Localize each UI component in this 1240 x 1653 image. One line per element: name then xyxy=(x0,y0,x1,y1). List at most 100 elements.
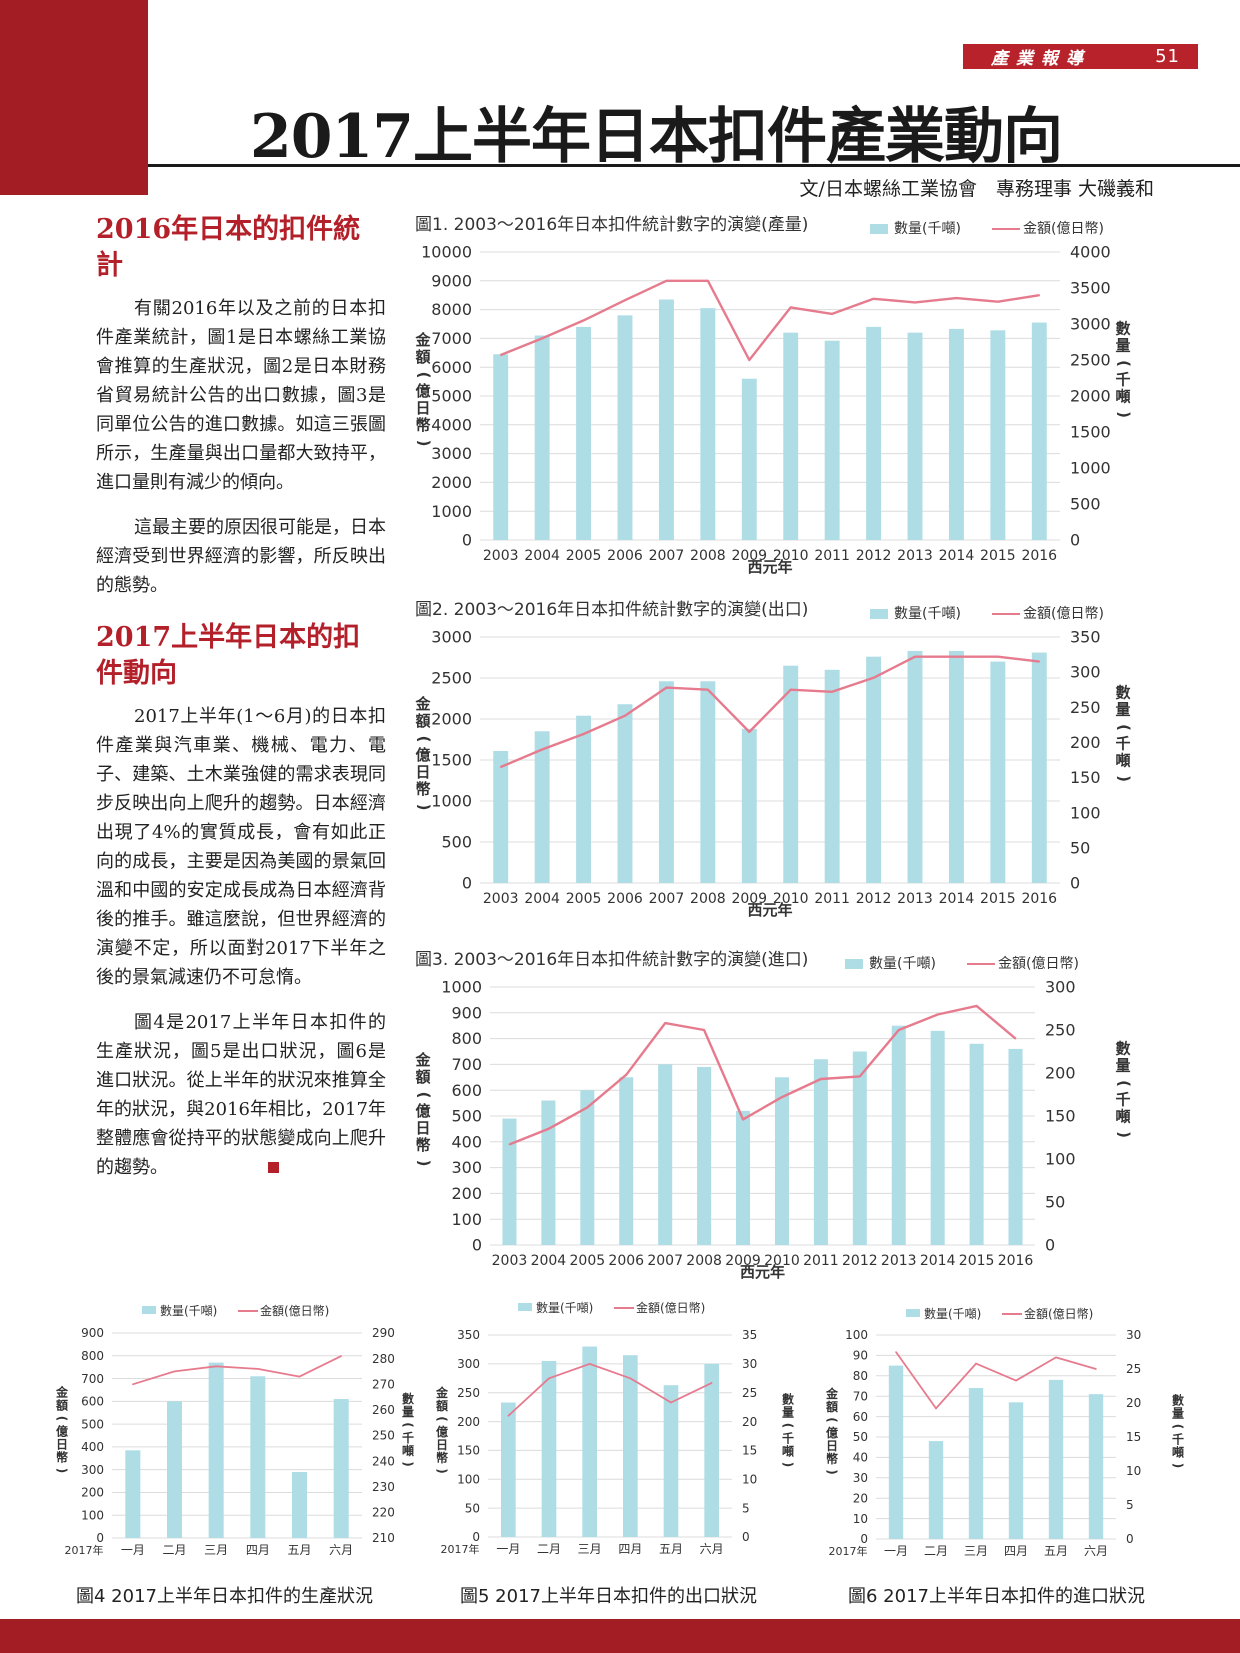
legend-bar-swatch xyxy=(518,1303,532,1311)
x-tick-label: 二月 xyxy=(162,1543,186,1557)
line-point-2013 xyxy=(897,1029,900,1031)
left-tick-label: 2000 xyxy=(431,710,472,729)
line-point-2009 xyxy=(748,731,751,733)
line-point-2009 xyxy=(742,1118,744,1121)
page-title: 2017上半年日本扣件產業動向 xyxy=(250,102,1063,172)
section-tag: 產業報導 51 xyxy=(963,44,1198,69)
chart-svg: 數量 (千噸) 金額 (億日幣) 0 50 100 150 200 250 300 350 0 5 10 15… xyxy=(435,1300,795,1556)
bar-2016 xyxy=(1008,1048,1023,1245)
bar-2008 xyxy=(700,308,716,540)
line-point-2014 xyxy=(936,1013,939,1016)
left-tick-label: 300 xyxy=(451,1158,482,1177)
x-tick-label: 三月 xyxy=(578,1542,602,1556)
axis-label-char: ( xyxy=(415,1092,433,1099)
axis-label-char: 千 xyxy=(1115,371,1130,389)
axis-label-char: 日 xyxy=(415,1119,430,1137)
axis-label-char: ( xyxy=(825,1417,839,1422)
right-tick-label: 200 xyxy=(1045,1064,1076,1083)
line-point-三月 xyxy=(215,1365,217,1368)
x-tick-label: 2006 xyxy=(607,548,643,564)
x-tick-label: 2014 xyxy=(939,548,975,564)
right-tick-label: 0 xyxy=(1070,531,1080,550)
right-tick-label: 150 xyxy=(1070,768,1101,787)
line-point-二月 xyxy=(548,1377,550,1380)
x-tick-label: 2003 xyxy=(492,1253,528,1269)
line-point-2014 xyxy=(955,655,958,658)
y-axis-label-right: 數量 (千噸) xyxy=(401,1391,415,1467)
axis-label-char: 額 xyxy=(414,348,430,366)
x-tick-label: 2006 xyxy=(608,1253,644,1269)
left-tick-label: 1500 xyxy=(431,751,472,770)
chart-fig6-2017-import: 數量 (千噸) 金額 (億日幣) 0 10 20 30 40 50 60 70 80 90 100 0 5 10 1… xyxy=(820,1303,1190,1563)
right-tick-label: 300 xyxy=(1045,978,1076,997)
x-axis-label: 西元年 xyxy=(740,1263,785,1281)
line-point-六月 xyxy=(340,1355,342,1357)
axis-label-char: ( xyxy=(1115,724,1133,731)
legend-bar-label: 數量(千噸) xyxy=(536,1301,593,1315)
value-line xyxy=(509,1004,1017,1146)
line-point-2006 xyxy=(625,1073,628,1076)
line-point-四月 xyxy=(257,1368,259,1370)
right-tick-label: 1500 xyxy=(1070,423,1111,442)
bar-二月 xyxy=(541,1360,557,1537)
line-point-2008 xyxy=(703,1029,705,1031)
right-tick-label: 2000 xyxy=(1070,387,1111,406)
x-tick-label: 2015 xyxy=(959,1253,995,1269)
chart-title: 圖2. 2003～2016年日本扣件統計數字的演變(出口) xyxy=(415,600,808,620)
x-tick-label: 三月 xyxy=(964,1544,988,1558)
axis-label-char: 量 xyxy=(1115,701,1130,719)
x-tick-label: 2004 xyxy=(531,1253,567,1269)
x-tick-label: 五月 xyxy=(1044,1544,1068,1558)
x-axis-label: 西元年 xyxy=(747,558,792,576)
line-point-2004 xyxy=(547,1128,550,1130)
right-tick-label: 30 xyxy=(1126,1328,1141,1342)
left-tick-label: 50 xyxy=(465,1501,480,1515)
x-tick-label: 五月 xyxy=(287,1543,311,1557)
end-mark xyxy=(268,1162,279,1173)
left-tick-label: 0 xyxy=(472,1530,480,1544)
line-point-2016 xyxy=(1038,294,1041,296)
bar-六月 xyxy=(1088,1394,1104,1539)
line-point-2005 xyxy=(586,1106,589,1109)
axis-label-char: 日 xyxy=(826,1439,838,1453)
x-tick-label: 2010 xyxy=(773,891,809,907)
left-tick-label: 1000 xyxy=(431,792,472,811)
bar-2013 xyxy=(907,650,923,883)
bar-2013 xyxy=(891,1025,906,1245)
corner-accent-block xyxy=(0,0,148,195)
axis-label-char: 數 xyxy=(402,1391,414,1406)
bar-2010 xyxy=(783,332,799,540)
bar-2003 xyxy=(502,1118,517,1245)
x-tick-label: 三月 xyxy=(204,1543,228,1557)
line-point-2013 xyxy=(914,301,916,304)
y-axis-label-right: 數量 (千噸) xyxy=(1115,684,1133,782)
legend-line-label: 金額(億日幣) xyxy=(998,956,1079,972)
line-point-四月 xyxy=(1015,1379,1017,1382)
axis-label-char: 千 xyxy=(402,1430,414,1445)
chart-fig5-2017-export: 數量 (千噸) 金額 (億日幣) 0 50 100 150 200 250 300 350 0 5 10 15… xyxy=(430,1297,800,1559)
chart-title: 圖1. 2003～2016年日本扣件統計數字的演變(產量) xyxy=(415,215,808,235)
right-tick-label: 250 xyxy=(372,1429,395,1443)
bar-一月 xyxy=(501,1402,516,1537)
y-axis-label-left: 金額 (億日幣) xyxy=(825,1386,839,1475)
article-column: 2016年日本的扣件統計 有關2016年以及之前的日本扣件產業統計，圖1是日本螺… xyxy=(96,212,386,1198)
bar-六月 xyxy=(704,1363,719,1537)
chart-svg: 數量 (千噸) 金額 (億日幣) 0 100 200 300 400 500 600 700 800 90… xyxy=(55,1303,415,1557)
axis-label-char: ) xyxy=(401,1461,415,1466)
axis-label-char: 金 xyxy=(55,1385,69,1400)
caption-fig4: 圖4 2017上半年日本扣件的生產狀況 xyxy=(76,1586,373,1607)
axis-label-char: 億 xyxy=(415,746,430,764)
right-tick-label: 0 xyxy=(1070,874,1080,893)
axis-label-char: ) xyxy=(1115,1131,1133,1138)
value-line xyxy=(500,279,1040,362)
caption-fig5: 圖5 2017上半年日本扣件的出口狀況 xyxy=(460,1586,757,1607)
left-tick-label: 10 xyxy=(853,1512,868,1526)
y-axis-label-left: 金額 (億日幣) xyxy=(435,1385,449,1474)
bar-2008 xyxy=(700,681,716,883)
axis-label-char: 千 xyxy=(1172,1432,1184,1447)
bar-2012 xyxy=(852,1051,867,1245)
line-point-2014 xyxy=(955,297,958,299)
bar-2008 xyxy=(697,1066,712,1245)
left-tick-label: 150 xyxy=(457,1444,480,1458)
axis-label-char: 額 xyxy=(414,1068,430,1086)
